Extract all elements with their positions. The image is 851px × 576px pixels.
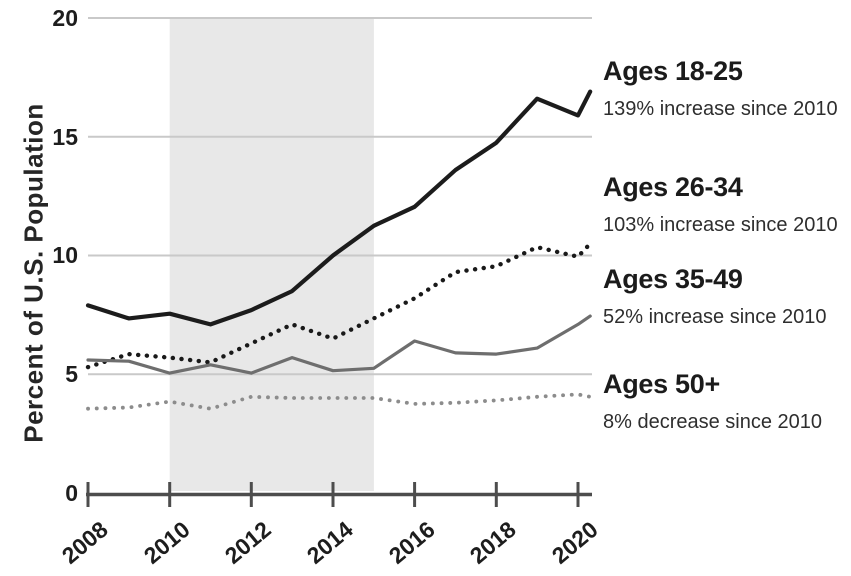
- legend-annotation-ages-26-34: 103% increase since 2010: [603, 214, 838, 236]
- line-ages-18-25: [85, 89, 593, 327]
- y-axis-title: Percent of U.S. Population: [18, 103, 49, 443]
- y-tick-15: 15: [52, 124, 78, 150]
- legend-ages-35-49: Ages 35-49 52% increase since 2010: [603, 264, 851, 328]
- y-tick-10: 10: [52, 242, 78, 268]
- legend-ages-26-34: Ages 26-34 103% increase since 2010: [603, 172, 851, 236]
- legend-ages-18-25: Ages 18-25 139% increase since 2010: [603, 56, 851, 120]
- legend-ages-50-plus: Ages 50+ 8% decrease since 2010: [603, 369, 851, 433]
- legend-title-ages-50-plus: Ages 50+: [603, 369, 720, 399]
- y-tick-20: 20: [52, 5, 78, 31]
- y-tick-5: 5: [65, 361, 78, 387]
- legend-annotation-ages-50-plus: 8% decrease since 2010: [603, 411, 823, 433]
- line-ages-26-34: [85, 241, 593, 370]
- legend-title-ages-26-34: Ages 26-34: [603, 172, 743, 202]
- legend-annotation-ages-18-25: 139% increase since 2010: [603, 98, 838, 120]
- line-ages-50-plus: [86, 392, 593, 411]
- line-ages-35-49: [86, 314, 592, 375]
- legend-title-ages-18-25: Ages 18-25: [603, 56, 743, 86]
- legend-title-ages-35-49: Ages 35-49: [603, 264, 743, 294]
- y-tick-0: 0: [65, 480, 78, 506]
- legend-annotation-ages-35-49: 52% increase since 2010: [603, 306, 827, 328]
